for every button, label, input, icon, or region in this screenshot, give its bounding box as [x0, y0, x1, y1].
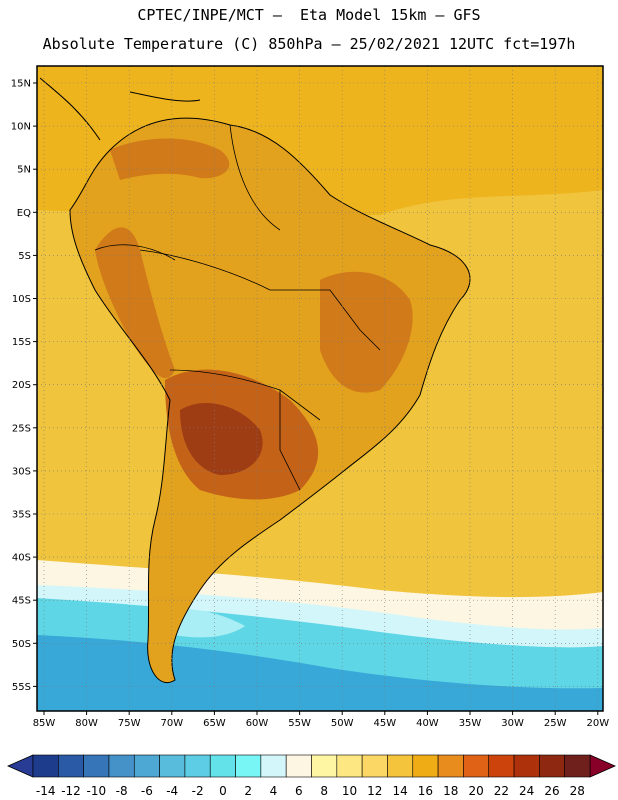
- colorbar-swatch: [108, 754, 135, 778]
- lat-label: 50S: [12, 639, 31, 650]
- lat-label: 10N: [11, 122, 31, 133]
- colorbar-swatch: [209, 754, 236, 778]
- colorbar-swatch: [361, 754, 388, 778]
- lon-label: 65W: [203, 718, 226, 729]
- latitude-labels: 15N 10N 5N EQ 5S 10S 15S 20S 25S 30S 35S 40S 45S 50S 5…: [11, 79, 31, 693]
- colorbar-swatch: [539, 754, 565, 778]
- colorbar-swatch: [83, 754, 110, 778]
- colorbar: -14 -12 -10 -8 -6 -4 -2 0 2 4 6 8 10 12 14 16 18 20 22 24 26…: [7, 754, 616, 798]
- south-america-coastline: [69, 117, 471, 683]
- colorbar-label: 26: [544, 784, 559, 798]
- colorbar-label: 14: [392, 784, 407, 798]
- colorbar-swatch: [437, 754, 464, 778]
- lat-label: 45S: [12, 596, 31, 607]
- colorbar-label: 28: [570, 784, 585, 798]
- colder-water-band: [37, 635, 603, 711]
- map-frame: [36, 65, 604, 712]
- colorbar-swatch: [463, 754, 490, 778]
- colorbar-swatch: [336, 754, 363, 778]
- chaco-core: [180, 402, 263, 475]
- colorbar-swatch: [133, 754, 160, 778]
- lon-label: 45W: [373, 718, 396, 729]
- colorbar-label: 2: [244, 784, 252, 798]
- country-borders: [94, 124, 381, 491]
- lat-label: 30S: [12, 466, 31, 477]
- colorbar-label: 16: [418, 784, 433, 798]
- lat-label: 5N: [17, 165, 31, 176]
- chart-title-line2: Absolute Temperature (C) 850hPa – 25/02/…: [42, 35, 576, 53]
- colorbar-swatch: [58, 754, 84, 778]
- lon-label: 40W: [416, 718, 439, 729]
- brazil-hot-region: [320, 271, 413, 393]
- map-field: [37, 66, 603, 711]
- colorbar-label: 4: [270, 784, 278, 798]
- colorbar-label: 12: [367, 784, 382, 798]
- lon-label: 75W: [118, 718, 141, 729]
- colorbar-label: -4: [166, 784, 178, 798]
- lon-label: 30W: [501, 718, 524, 729]
- colorbar-swatch: [32, 754, 59, 778]
- lat-label: 15N: [11, 79, 31, 90]
- colorbar-label: -14: [36, 784, 56, 798]
- colorbar-label: -2: [192, 784, 204, 798]
- lon-label: 25W: [544, 718, 567, 729]
- colorbar-swatch: [387, 754, 414, 778]
- colorbar-swatch: [184, 754, 211, 778]
- colorbar-swatch: [235, 754, 262, 778]
- colorbar-swatch: [260, 754, 287, 778]
- lat-label: 5S: [18, 251, 31, 262]
- lat-label: 35S: [12, 510, 31, 521]
- colorbar-label: 24: [519, 784, 534, 798]
- lat-label: 25S: [12, 423, 31, 434]
- lat-label: 10S: [12, 294, 31, 305]
- colorbar-swatch: [412, 754, 439, 778]
- colorbar-right-arrow: [589, 754, 616, 778]
- colorbar-swatch: [159, 754, 186, 778]
- colorbar-swatch: [564, 754, 591, 778]
- colorbar-swatch: [311, 754, 338, 778]
- colorbar-label: 18: [443, 784, 458, 798]
- colorbar-left-arrow: [7, 754, 34, 778]
- lat-label: EQ: [17, 208, 31, 219]
- lon-label: 85W: [33, 718, 56, 729]
- lon-label: 20W: [586, 718, 609, 729]
- lat-label: 55S: [12, 682, 31, 693]
- colorbar-label: 6: [295, 784, 303, 798]
- colorbar-label: -6: [141, 784, 153, 798]
- lon-label: 35W: [459, 718, 482, 729]
- chart-title-line1: CPTEC/INPE/MCT – Eta Model 15km – GFS: [137, 6, 481, 24]
- lat-label: 15S: [12, 337, 31, 348]
- colorbar-swatch: [488, 754, 515, 778]
- colorbar-label: -8: [116, 784, 128, 798]
- colorbar-label: 10: [342, 784, 357, 798]
- lon-label: 70W: [160, 718, 183, 729]
- colorbar-swatch: [513, 754, 540, 778]
- lat-label: 40S: [12, 553, 31, 564]
- colorbar-label: 22: [494, 784, 509, 798]
- longitude-labels: 85W 80W 75W 70W 65W 60W 55W 50W 45W 40W 35W 30W 25W 2…: [33, 718, 610, 729]
- lon-label: 60W: [246, 718, 269, 729]
- andes-hot-region: [95, 227, 175, 379]
- north-hot-region: [110, 138, 230, 180]
- lon-label: 50W: [331, 718, 354, 729]
- colorbar-label: 8: [320, 784, 328, 798]
- colorbar-label: -10: [86, 784, 106, 798]
- colorbar-label: 20: [468, 784, 483, 798]
- colorbar-label: -12: [61, 784, 81, 798]
- lon-label: 55W: [288, 718, 311, 729]
- colorbar-swatch: [285, 754, 312, 778]
- lat-label: 20S: [12, 380, 31, 391]
- colorbar-label: 0: [219, 784, 227, 798]
- lon-label: 80W: [75, 718, 98, 729]
